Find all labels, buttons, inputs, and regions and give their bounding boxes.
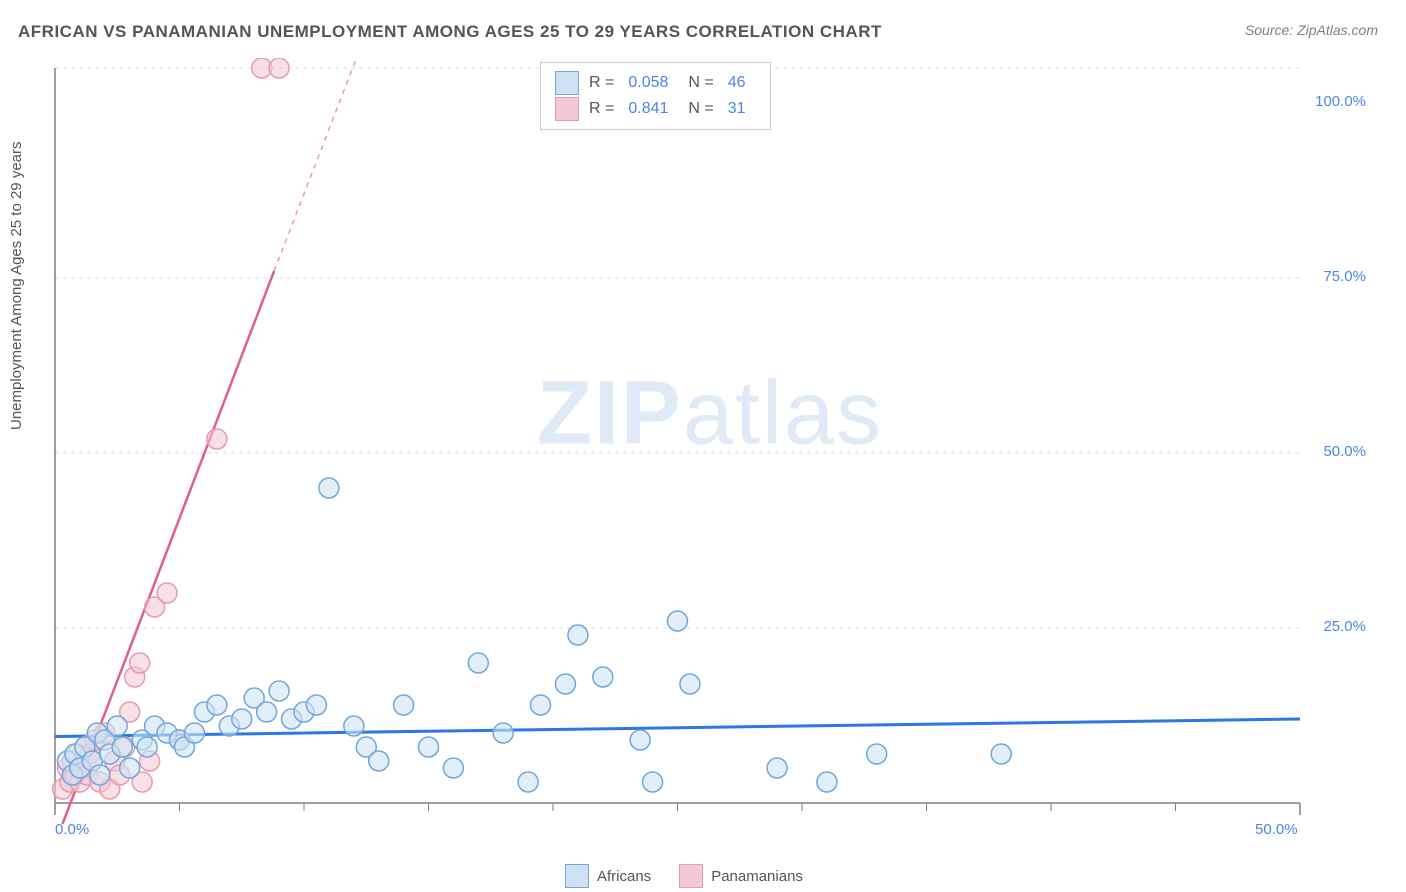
- y-axis-label: Unemployment Among Ages 25 to 29 years: [8, 141, 25, 430]
- n-label-2: N =: [688, 100, 713, 118]
- axis-tick-label: 25.0%: [1306, 618, 1366, 635]
- chart-svg: [50, 58, 1370, 848]
- swatch-panamanians: [555, 97, 579, 121]
- legend-item-africans: Africans: [565, 864, 651, 888]
- axis-tick-label: 100.0%: [1306, 93, 1366, 110]
- axis-tick-label: 0.0%: [55, 821, 89, 838]
- chart-area: ZIPatlas 0.0%50.0%25.0%50.0%75.0%100.0%: [50, 58, 1370, 848]
- r-label-2: R =: [589, 100, 614, 118]
- n-label: N =: [688, 74, 713, 92]
- chart-title: AFRICAN VS PANAMANIAN UNEMPLOYMENT AMONG…: [18, 22, 882, 42]
- swatch-africans: [555, 71, 579, 95]
- stats-row-panamanians: R = 0.841 N = 31: [555, 97, 756, 121]
- r-label: R =: [589, 74, 614, 92]
- n-value-africans: 46: [728, 74, 746, 92]
- legend-swatch-panamanians: [679, 864, 703, 888]
- legend-label-panamanians: Panamanians: [711, 868, 803, 885]
- stats-row-africans: R = 0.058 N = 46: [555, 71, 756, 95]
- legend-swatch-africans: [565, 864, 589, 888]
- source-label: Source: ZipAtlas.com: [1245, 22, 1378, 38]
- legend-item-panamanians: Panamanians: [679, 864, 803, 888]
- r-value-africans: 0.058: [628, 74, 668, 92]
- n-value-panamanians: 31: [728, 100, 746, 118]
- axis-tick-label: 75.0%: [1306, 268, 1366, 285]
- legend-bottom: Africans Panamanians: [565, 864, 803, 888]
- legend-label-africans: Africans: [597, 868, 651, 885]
- axis-tick-label: 50.0%: [1306, 443, 1366, 460]
- stats-legend-box: R = 0.058 N = 46 R = 0.841 N = 31: [540, 62, 771, 130]
- r-value-panamanians: 0.841: [628, 100, 668, 118]
- axis-tick-label: 50.0%: [1255, 821, 1298, 838]
